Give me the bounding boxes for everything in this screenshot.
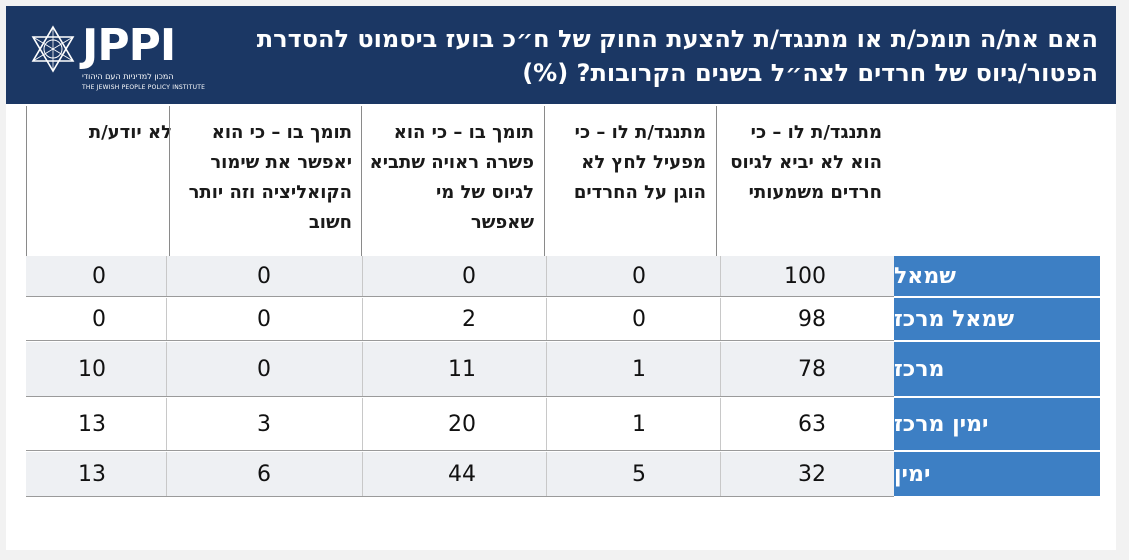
star-of-david-icon xyxy=(31,25,75,73)
jppi-logo: JPPI המכון למדיניות העם היהודי THE JEWIS… xyxy=(28,16,205,96)
column-header-1: מתנגד/ת לו – כי הוא לא יביא לגיוס חרדים … xyxy=(730,122,882,203)
cell-divider xyxy=(166,298,167,340)
table-cell: 13 xyxy=(78,411,106,437)
row-divider xyxy=(26,496,894,497)
row-label: ימין מרכז xyxy=(894,398,1100,450)
row-divider xyxy=(26,296,894,297)
cell-divider xyxy=(362,298,363,340)
table-cell: 5 xyxy=(632,461,646,487)
table-cell: 98 xyxy=(798,306,826,332)
table-cell: 20 xyxy=(448,411,476,437)
row-label: ימין xyxy=(894,452,1100,496)
table-cell: 0 xyxy=(632,306,646,332)
table-cell: 13 xyxy=(78,461,106,487)
row-label: מרכז xyxy=(894,342,1100,396)
cell-divider xyxy=(720,256,721,296)
header-divider xyxy=(361,106,362,256)
header-divider xyxy=(716,106,717,256)
row-band xyxy=(26,452,894,496)
cell-divider xyxy=(720,342,721,396)
table-cell: 0 xyxy=(257,263,271,289)
table-cell: 0 xyxy=(462,263,476,289)
cell-divider xyxy=(546,256,547,296)
row-divider xyxy=(26,450,894,451)
header-divider xyxy=(169,106,170,256)
table-cell: 6 xyxy=(257,461,271,487)
cell-divider xyxy=(362,256,363,296)
table-cell: 0 xyxy=(92,263,106,289)
logo-english-name: THE JEWISH PEOPLE POLICY INSTITUTE xyxy=(82,84,206,91)
row-band xyxy=(26,342,894,396)
cell-divider xyxy=(362,452,363,496)
table-cell: 0 xyxy=(257,356,271,382)
table-cell: 10 xyxy=(78,356,106,382)
table-cell: 2 xyxy=(462,306,476,332)
table-cell: 32 xyxy=(798,461,826,487)
row-band xyxy=(26,256,894,296)
cell-divider xyxy=(166,398,167,450)
cell-divider xyxy=(166,342,167,396)
table-cell: 0 xyxy=(92,306,106,332)
row-divider xyxy=(26,340,894,341)
row-label: שמאל מרכז xyxy=(894,298,1100,340)
cell-divider xyxy=(166,452,167,496)
header-divider xyxy=(544,106,545,256)
cell-divider xyxy=(720,452,721,496)
table-cell: 1 xyxy=(632,356,646,382)
cell-divider xyxy=(362,342,363,396)
chart-title: האם את/ה תומכ/ת או מתנגד/ת להצעת החוק של… xyxy=(256,25,1098,87)
logo-hebrew-name: המכון למדיניות העם היהודי xyxy=(82,72,174,81)
cell-divider xyxy=(546,452,547,496)
row-divider xyxy=(26,396,894,397)
column-header-4: תומך בו – כי הוא יאפשר את שימור הקואליצי… xyxy=(188,122,352,233)
column-header-5: לא יודע/ת xyxy=(88,122,172,143)
chart-card: JPPI המכון למדיניות העם היהודי THE JEWIS… xyxy=(6,6,1116,550)
table-cell: 100 xyxy=(784,263,826,289)
header-divider xyxy=(26,106,27,256)
logo-wordmark: JPPI xyxy=(82,20,176,71)
table-cell: 3 xyxy=(257,411,271,437)
cell-divider xyxy=(546,342,547,396)
table-cell: 1 xyxy=(632,411,646,437)
table-cell: 44 xyxy=(448,461,476,487)
header-bar: JPPI המכון למדיניות העם היהודי THE JEWIS… xyxy=(6,6,1116,104)
cell-divider xyxy=(362,398,363,450)
row-label: שמאל xyxy=(894,256,1100,296)
column-header-2: מתנגד/ת לו – כי מפעיל לחץ לא הוגן על החר… xyxy=(573,122,706,203)
cell-divider xyxy=(546,398,547,450)
table-cell: 11 xyxy=(448,356,476,382)
column-header-3: תומך בו – כי הוא פשרה ראויה שתביא לגיוס … xyxy=(369,122,534,233)
cell-divider xyxy=(720,298,721,340)
table-cell: 0 xyxy=(257,306,271,332)
table-cell: 63 xyxy=(798,411,826,437)
cell-divider xyxy=(166,256,167,296)
cell-divider xyxy=(546,298,547,340)
table-cell: 78 xyxy=(798,356,826,382)
cell-divider xyxy=(720,398,721,450)
table-cell: 0 xyxy=(632,263,646,289)
